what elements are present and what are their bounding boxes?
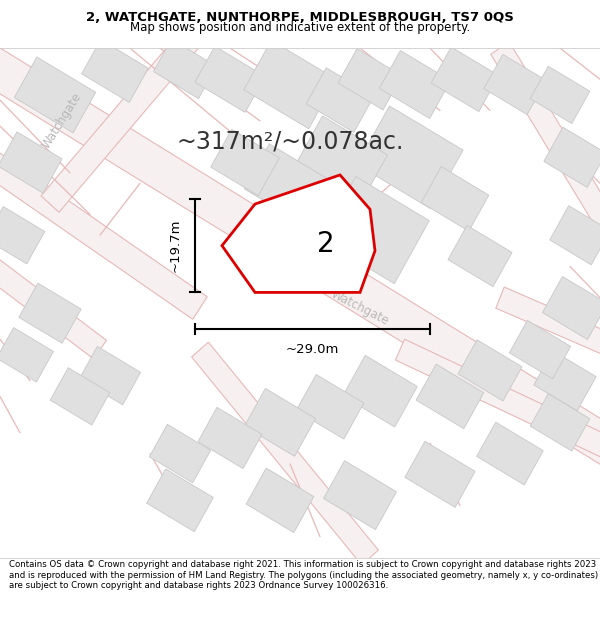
Polygon shape xyxy=(246,468,314,532)
Polygon shape xyxy=(343,356,417,427)
Polygon shape xyxy=(405,441,475,508)
Polygon shape xyxy=(41,19,209,213)
Polygon shape xyxy=(530,394,590,451)
Polygon shape xyxy=(146,469,214,532)
Polygon shape xyxy=(491,42,600,252)
Polygon shape xyxy=(320,176,430,284)
Text: 2: 2 xyxy=(317,230,335,258)
Polygon shape xyxy=(149,424,211,483)
Polygon shape xyxy=(0,41,600,471)
Polygon shape xyxy=(458,340,522,401)
Polygon shape xyxy=(544,127,600,188)
Text: ~29.0m: ~29.0m xyxy=(286,343,339,356)
Text: Map shows position and indicative extent of the property.: Map shows position and indicative extent… xyxy=(130,21,470,34)
Polygon shape xyxy=(357,106,463,209)
Polygon shape xyxy=(50,368,110,425)
Polygon shape xyxy=(195,46,265,112)
Text: ~317m²/~0.078ac.: ~317m²/~0.078ac. xyxy=(176,129,404,154)
Text: ~19.7m: ~19.7m xyxy=(169,219,182,272)
Polygon shape xyxy=(198,408,262,469)
Polygon shape xyxy=(476,422,544,485)
Polygon shape xyxy=(154,39,217,99)
Polygon shape xyxy=(14,57,95,133)
Polygon shape xyxy=(244,144,326,222)
Polygon shape xyxy=(79,346,140,405)
Polygon shape xyxy=(484,54,546,114)
Polygon shape xyxy=(509,321,571,379)
Text: 2, WATCHGATE, NUNTHORPE, MIDDLESBROUGH, TS7 0QS: 2, WATCHGATE, NUNTHORPE, MIDDLESBROUGH, … xyxy=(86,11,514,24)
Polygon shape xyxy=(296,374,364,439)
Polygon shape xyxy=(431,47,499,112)
Polygon shape xyxy=(293,116,388,209)
Polygon shape xyxy=(534,351,596,411)
Polygon shape xyxy=(542,276,600,339)
Polygon shape xyxy=(191,342,379,565)
Polygon shape xyxy=(82,39,148,102)
Text: Watchgate: Watchgate xyxy=(40,91,85,151)
Text: Watchgate: Watchgate xyxy=(329,288,391,328)
Polygon shape xyxy=(19,283,81,343)
Polygon shape xyxy=(0,257,106,359)
Polygon shape xyxy=(416,364,484,429)
Polygon shape xyxy=(0,132,62,193)
Polygon shape xyxy=(222,175,375,292)
Polygon shape xyxy=(323,461,397,529)
Polygon shape xyxy=(0,207,45,264)
Polygon shape xyxy=(244,388,316,456)
Polygon shape xyxy=(550,206,600,265)
Polygon shape xyxy=(0,328,53,382)
Polygon shape xyxy=(448,226,512,287)
Polygon shape xyxy=(338,49,402,110)
Polygon shape xyxy=(244,40,336,129)
Polygon shape xyxy=(530,66,590,124)
Polygon shape xyxy=(395,339,600,464)
Text: Contains OS data © Crown copyright and database right 2021. This information is : Contains OS data © Crown copyright and d… xyxy=(9,560,598,590)
Polygon shape xyxy=(0,151,207,319)
Polygon shape xyxy=(379,51,451,119)
Polygon shape xyxy=(306,68,374,132)
Polygon shape xyxy=(421,166,489,231)
Polygon shape xyxy=(211,129,280,196)
Polygon shape xyxy=(496,287,600,360)
